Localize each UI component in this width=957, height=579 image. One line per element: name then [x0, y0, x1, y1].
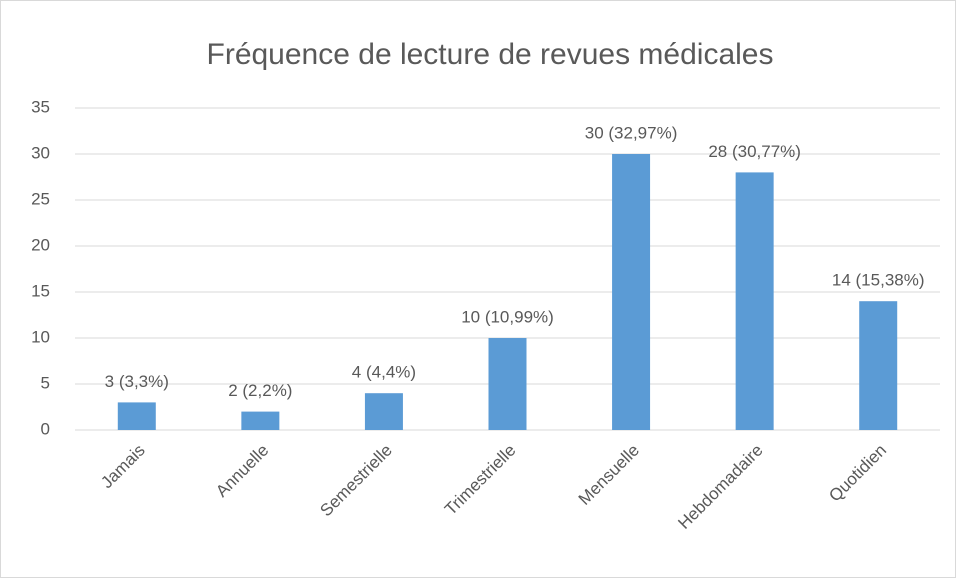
bar: [364, 393, 403, 430]
bar: [735, 172, 774, 430]
data-label: 28 (30,77%): [708, 142, 801, 161]
bar: [612, 154, 651, 430]
data-label: 4 (4,4%): [352, 363, 416, 382]
y-tick-label: 35: [31, 97, 50, 116]
data-label: 30 (32,97%): [585, 123, 678, 142]
y-tick-label: 0: [41, 419, 50, 438]
data-label: 14 (15,38%): [832, 271, 925, 290]
data-label: 2 (2,2%): [228, 381, 292, 400]
bar: [241, 411, 280, 430]
bar: [117, 402, 156, 430]
y-tick-label: 30: [31, 143, 50, 162]
y-tick-label: 25: [31, 189, 50, 208]
bar: [859, 301, 898, 430]
chart-title: Fréquence de lecture de revues médicales: [207, 38, 774, 71]
y-tick-label: 5: [41, 373, 50, 392]
y-tick-label: 10: [31, 327, 50, 346]
y-tick-label: 20: [31, 235, 50, 254]
y-tick-label: 15: [31, 281, 50, 300]
data-label: 10 (10,99%): [461, 307, 554, 326]
data-label: 3 (3,3%): [105, 372, 169, 391]
bar: [488, 338, 527, 430]
